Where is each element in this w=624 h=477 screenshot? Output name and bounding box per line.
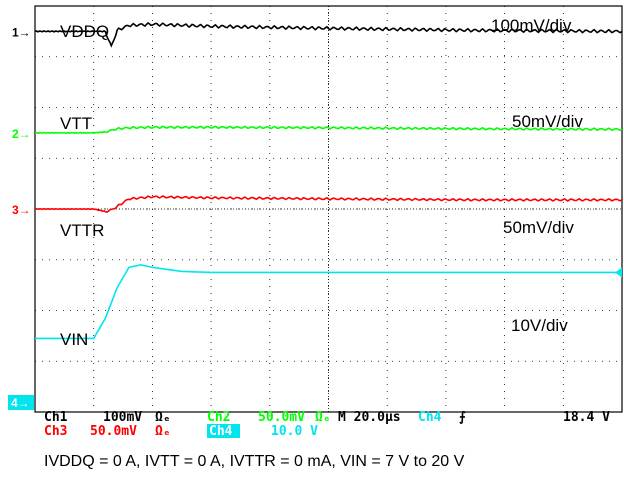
ch2-marker-label: 2→ <box>12 127 31 141</box>
channel-markers: 1→ 2→ 3→ 4→ <box>8 25 622 410</box>
trigger-level: 18.4 V <box>563 410 610 425</box>
ch1-trace <box>34 22 623 48</box>
ch4-scale-label: 10V/div <box>511 316 568 335</box>
graticule <box>34 5 623 413</box>
ch4-status-name: Ch4 <box>209 424 233 439</box>
trace-labels: VDDQ 100mV/div VTT 50mV/div VTTR 50mV/div VIN 1… <box>60 16 583 349</box>
ch1-marker-label: 1→ <box>12 25 31 39</box>
ch2-name-label: VTT <box>60 114 92 133</box>
ch2-scale-label: 50mV/div <box>512 112 583 131</box>
ch1-name-label: VDDQ <box>60 22 109 41</box>
ch3-marker-label: 3→ <box>12 203 31 217</box>
trigger-slope-icon: ⨍ <box>459 410 466 425</box>
ch4-trace <box>35 263 622 340</box>
ch4-marker-badge <box>8 395 34 410</box>
status-line-1: Ch1 100mV Ωₑ Ch2 50.0mV Ωₑ M 20.0µs Ch4 … <box>44 410 610 425</box>
ch2-status-scale: 50.0mV <box>258 410 305 425</box>
ch4-marker-label: 4→ <box>11 396 30 410</box>
ch3-scale-label: 50mV/div <box>503 218 574 237</box>
ch2-bw-mark: Ωₑ <box>315 410 331 425</box>
ch3-name-label: VTTR <box>60 221 104 240</box>
ch3-status-name: Ch3 <box>44 424 67 439</box>
ch4-status-scale: 10.0 V <box>271 424 318 439</box>
ch2-status-name: Ch2 <box>207 410 230 425</box>
ch1-scale-label: 100mV/div <box>491 16 572 35</box>
ch1-ground-marker: 1→ <box>12 25 31 39</box>
ch3-ground-marker: 3→ <box>12 203 31 217</box>
timebase: M 20.0µs <box>338 410 401 425</box>
ch3-status-scale: 50.0mV <box>90 424 137 439</box>
ch1-status-name: Ch1 <box>44 410 68 425</box>
traces <box>34 22 623 340</box>
trigger-channel: Ch4 <box>418 410 442 425</box>
ch1-bw-mark: Ωₑ <box>155 410 171 425</box>
ch3-trace <box>34 195 623 213</box>
ch2-trace <box>34 125 623 135</box>
ch3-bw-mark: Ωₑ <box>155 424 171 439</box>
ch4-name-label: VIN <box>60 330 88 349</box>
status-line-2: Ch3 50.0mV Ωₑ Ch4 10.0 V <box>44 424 318 439</box>
ch4-ground-marker: 4→ <box>8 395 34 410</box>
trigger-level-marker <box>615 267 622 278</box>
test-conditions-caption: IVDDQ = 0 A, IVTT = 0 A, IVTTR = 0 mA, V… <box>44 453 465 470</box>
ch2-ground-marker: 2→ <box>12 127 31 141</box>
ch4-status-badge <box>207 424 240 438</box>
ch1-status-scale: 100mV <box>103 410 142 425</box>
